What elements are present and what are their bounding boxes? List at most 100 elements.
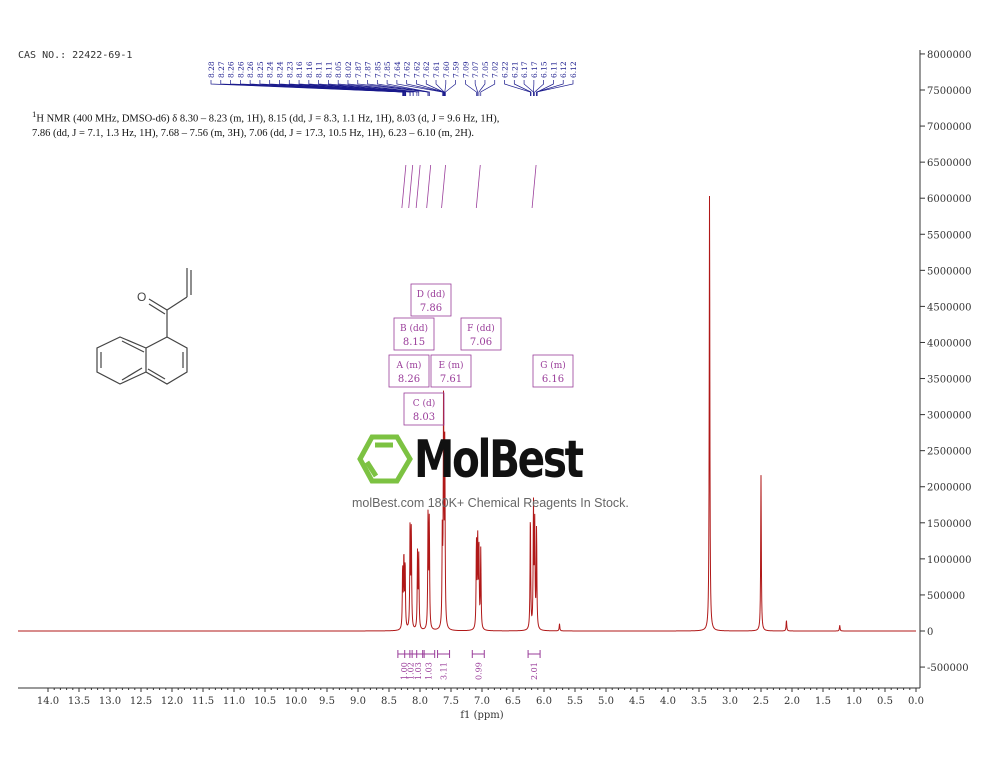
x-tick-label: 7.0 [474,696,490,707]
x-tick-label: 3.0 [722,696,738,707]
peak-label: 7.07 [471,61,480,78]
integral-value: 1.00 [400,662,409,680]
nucleus-superscript: 1 [32,109,37,119]
peak-label: 7.62 [422,61,431,78]
y-tick-label: 8000000 [927,50,972,61]
peak-label-connector [347,80,420,96]
y-tick-label: 6500000 [927,158,972,169]
multiplet-box-border [430,354,472,388]
peak-label: 6.21 [510,61,519,78]
peak-label: 8.24 [266,61,275,78]
integral-curve [441,164,446,209]
x-tick-label: 12.5 [130,696,152,707]
multiplet-box: G (m) 6.16 [532,354,574,388]
y-tick-label: 3500000 [927,375,972,386]
integral-curve [475,164,481,209]
peak-label: 8.05 [334,61,343,78]
integral-curve [415,164,421,209]
peak-label-connector [396,80,443,96]
x-tick-label: 4.0 [660,696,676,707]
x-tick-label: 13.0 [99,696,121,707]
multiplet-box: E (m) 7.61 [430,354,472,388]
svg-text:O: O [137,290,146,304]
x-tick-label: 0.0 [908,696,924,707]
x-tick-label: 1.5 [815,696,831,707]
peak-label: 7.61 [432,61,441,78]
integral-value: 1.03 [414,662,423,680]
multiplet-box: B (dd) 8.15 [393,317,435,351]
peak-label: 8.24 [275,61,284,78]
peak-label: 8.26 [236,61,245,78]
multiplet-box: C (d) 8.03 [403,392,445,426]
peak-label-connector [425,80,444,96]
spectrum-line [18,195,916,632]
peak-label-connector [279,80,406,96]
peak-label: 7.85 [373,61,382,78]
y-tick-label: 1500000 [927,519,972,530]
peak-label-connector [445,80,456,96]
multiplet-shift: 8.15 [403,337,425,348]
x-tick-label: 5.0 [598,696,614,707]
peak-label: 7.09 [461,61,470,78]
peak-label: 8.28 [207,61,216,78]
multiplet-shift: 7.06 [470,337,492,348]
peak-label: 8.16 [295,61,304,78]
y-tick-label: 4000000 [927,338,972,349]
peak-label: 6.17 [530,61,539,78]
peak-label-connector [536,80,564,96]
multiplet-box-border [532,354,574,388]
integral-value: 0.99 [474,662,483,680]
peak-label: 6.11 [549,61,558,78]
multiplet-shift: 8.03 [413,412,435,423]
peak-label: 7.60 [442,61,451,78]
peak-label-connector [328,80,414,96]
peak-label-connector [337,80,418,96]
peak-label-connector [444,80,447,96]
y-tick-label: 5500000 [927,230,972,241]
x-tick-label: 4.5 [629,696,645,707]
peak-label-connector [367,80,429,96]
peak-label: 6.15 [540,61,549,78]
x-tick-label: 3.5 [691,696,707,707]
peak-label-connector [474,80,479,96]
peak-label: 8.02 [344,61,353,78]
peak-label: 7.85 [383,61,392,78]
integral-value: 2.01 [530,662,539,680]
multiplet-label: D (dd) [417,289,446,300]
y-tick-label: 500000 [927,591,965,602]
x-tick-label: 13.5 [68,696,90,707]
y-tick-label: 4500000 [927,302,972,313]
y-tick-label: 2500000 [927,447,972,458]
integral-value: 1.03 [425,662,434,680]
x-tick-label: 9.0 [350,696,366,707]
peak-label: 8.27 [217,61,226,78]
x-tick-label: 1.0 [846,696,862,707]
y-tick-label: 5000000 [927,266,972,277]
y-tick-label: 1000000 [927,555,972,566]
multiplet-boxes: A (m) 8.26 B (dd) 8.15 C (d) 8.03 D (dd) 7.86 E … [388,283,574,426]
multiplet-label: A (m) [396,360,422,371]
peak-label: 8.11 [324,61,333,78]
x-tick-label: 9.5 [319,696,335,707]
peak-label: 7.62 [403,61,412,78]
peak-label-connector [435,80,445,96]
peak-label-connector [386,80,430,96]
multiplet-label: G (m) [540,360,566,371]
peak-label: 8.23 [285,61,294,78]
peak-label: 7.64 [393,61,402,78]
y-tick-label: 7500000 [927,86,972,97]
cas-number: CAS NO.: 22422-69-1 [18,50,133,61]
x-tick-label: 10.0 [285,696,307,707]
peak-label-connector [504,80,531,96]
multiplet-label: C (d) [413,398,436,409]
peak-label: 6.12 [559,61,568,78]
peak-label: 6.22 [501,61,510,78]
x-tick-label: 2.0 [784,696,800,707]
peak-label-connector [536,80,554,96]
integral-curve [531,164,537,209]
x-tick-label: 10.5 [254,696,276,707]
multiplet-shift: 7.61 [440,374,462,385]
multiplet-label: B (dd) [400,323,428,334]
